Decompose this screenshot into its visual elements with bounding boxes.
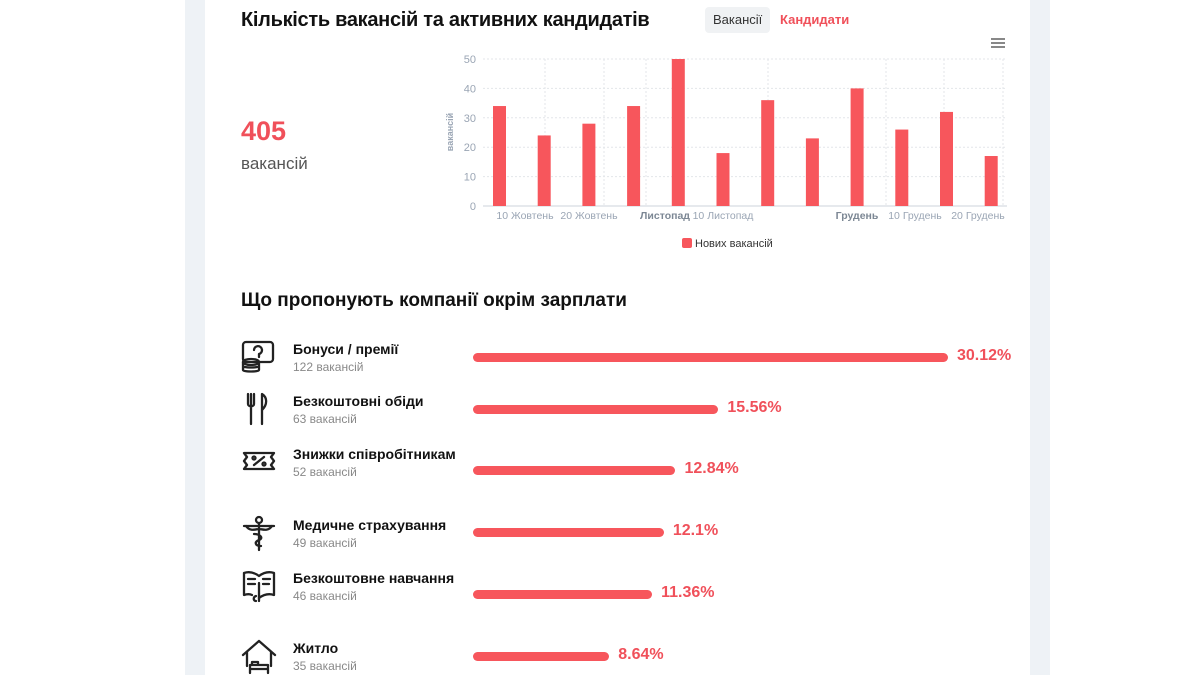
benefit-label: Безкоштовне навчання 46 вакансій — [293, 569, 463, 605]
benefit-bar — [473, 528, 664, 537]
y-tick-label: 40 — [464, 83, 476, 95]
benefit-bar — [473, 652, 610, 661]
bar[interactable] — [537, 135, 551, 206]
x-tick-label: Грудень — [836, 210, 879, 222]
bar[interactable] — [716, 153, 730, 206]
benefit-count: 46 вакансій — [293, 589, 357, 603]
benefit-percent: 12.84% — [684, 460, 739, 477]
bar[interactable] — [627, 106, 641, 206]
benefit-label: Бонуси / премії 122 вакансій — [293, 340, 463, 376]
benefit-percent: 12.1% — [672, 522, 719, 539]
benefit-label: Житло 35 вакансій — [293, 639, 463, 675]
bar[interactable] — [671, 59, 685, 206]
y-tick-label: 30 — [464, 113, 476, 125]
benefit-bar — [473, 466, 676, 475]
benefit-percent: 15.56% — [727, 399, 782, 416]
benefit-count: 63 вакансій — [293, 412, 357, 426]
x-tick-label: Листопад — [640, 210, 690, 222]
benefit-bar — [473, 590, 653, 599]
x-tick-label: 10 Жовтень — [496, 210, 554, 222]
tab-candidates[interactable]: Кандидати — [780, 12, 850, 27]
benefit-name: Медичне страхування — [293, 517, 447, 533]
bar[interactable] — [895, 129, 909, 206]
bar[interactable] — [805, 138, 819, 206]
benefit-name: Бонуси / премії — [293, 341, 399, 357]
benefit-count: 122 вакансій — [293, 360, 364, 374]
benefits-title: Що пропонують компанії окрім зарплати — [241, 290, 627, 311]
house-bed-icon — [241, 639, 277, 675]
benefit-count: 52 вакансій — [293, 465, 357, 479]
y-tick-label: 20 — [464, 142, 476, 154]
x-tick-label: 10 Грудень — [888, 210, 942, 222]
benefit-name: Безкоштовне навчання — [293, 570, 455, 586]
discount-ticket-icon — [242, 451, 276, 471]
benefit-name: Знижки співробітникам — [293, 446, 456, 462]
legend-swatch — [682, 238, 692, 248]
vacancy-total: 405 — [241, 116, 287, 146]
chart-section-title: Кількість вакансій та активних кандидаті… — [241, 9, 650, 31]
benefit-label: Знижки співробітникам 52 вакансій — [293, 445, 463, 481]
hamburger-icon[interactable] — [991, 38, 1005, 48]
money-coins-icon — [241, 340, 275, 373]
content-card — [205, 0, 1030, 675]
vacancy-total-label: вакансій — [241, 154, 308, 173]
y-axis-title: вакансій — [445, 113, 455, 151]
benefit-label: Медичне страхування 49 вакансій — [293, 516, 463, 552]
benefit-label: Безкоштовні обіди 63 вакансій — [293, 392, 463, 428]
bar[interactable] — [940, 111, 953, 206]
legend-label[interactable]: Нових вакансій — [695, 238, 773, 250]
book-icon — [242, 571, 276, 603]
fork-knife-icon — [246, 392, 268, 426]
benefit-percent: 11.36% — [661, 584, 715, 601]
caduceus-icon — [242, 515, 276, 552]
tab-vacancies[interactable]: Вакансії — [705, 7, 771, 33]
y-tick-label: 0 — [470, 201, 476, 213]
x-tick-label: 20 Жовтень — [560, 210, 618, 222]
bar[interactable] — [493, 106, 506, 206]
benefit-name: Безкоштовні обіди — [293, 393, 424, 409]
benefit-bar — [473, 353, 948, 362]
benefit-count: 35 вакансій — [293, 659, 357, 673]
benefit-percent: 8.64% — [618, 646, 664, 663]
x-tick-label: 20 Грудень — [951, 210, 1005, 222]
bar[interactable] — [984, 156, 998, 206]
benefit-percent: 30.12% — [957, 347, 1012, 364]
benefit-name: Житло — [293, 640, 339, 656]
benefit-bar — [473, 405, 719, 414]
benefit-count: 49 вакансій — [293, 536, 357, 550]
y-tick-label: 50 — [464, 54, 476, 66]
bar[interactable] — [761, 100, 775, 206]
x-tick-label: 10 Листопад — [693, 210, 754, 222]
y-tick-label: 10 — [464, 172, 476, 184]
bar[interactable] — [850, 88, 864, 206]
bar[interactable] — [582, 123, 596, 206]
